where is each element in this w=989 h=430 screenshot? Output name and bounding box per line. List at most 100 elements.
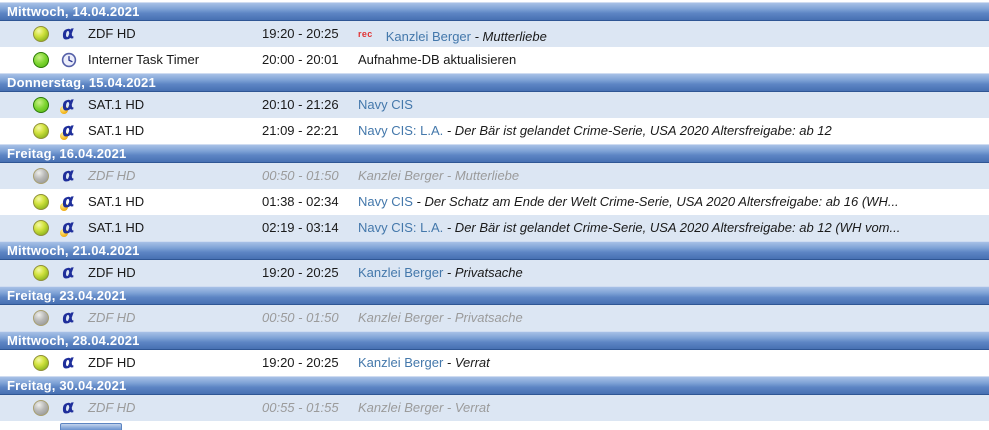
timer-row[interactable]: α SAT.1 HD 21:09 - 22:21 Navy CIS: L.A. … [0, 118, 989, 144]
timer-row[interactable]: α ZDF HD 19:20 - 20:25 rec Kanzlei Berger… [0, 21, 989, 47]
date-header: Mittwoch, 14.04.2021 [0, 2, 989, 21]
date-header-label: Donnerstag, 15.04.2021 [7, 75, 156, 90]
active-ball-icon [33, 52, 49, 68]
armed-ball-icon [33, 355, 49, 371]
title-rest: - Verrat [443, 355, 490, 370]
timer-row[interactable]: α ZDF HD 19:20 - 20:25 Kanzlei Berger - … [0, 350, 989, 376]
timer-title: Kanzlei Berger - Verrat [358, 395, 987, 421]
date-header: Donnerstag, 15.04.2021 [0, 73, 989, 92]
timer-time: 21:09 - 22:21 [262, 123, 339, 138]
date-header-label: Mittwoch, 28.04.2021 [7, 333, 140, 348]
title-rest: - Der Bär ist gelandet Crime-Serie, USA … [443, 220, 901, 235]
timer-title: Kanzlei Berger - Privatsache [358, 260, 987, 286]
armed-ball-icon [33, 194, 49, 210]
timer-row[interactable]: α SAT.1 HD 02:19 - 03:14 Navy CIS: L.A. … [0, 215, 989, 241]
armed-ball-icon [33, 265, 49, 281]
channel-name: ZDF HD [88, 310, 136, 325]
title-rest: - Privatsache [443, 265, 523, 280]
timer-list: Mittwoch, 14.04.2021 α ZDF HD 19:20 - 20… [0, 2, 989, 421]
title-link: Navy CIS: L.A. [358, 220, 444, 235]
satellite-icon: α [60, 261, 76, 284]
date-header: Freitag, 16.04.2021 [0, 144, 989, 163]
timer-row[interactable]: Interner Task Timer 20:00 - 20:01 Aufnah… [0, 47, 989, 73]
timer-title: Navy CIS: L.A. - Der Bär ist gelandet Cr… [358, 118, 987, 144]
timer-time: 19:20 - 20:25 [262, 26, 339, 41]
satellite-sat1-icon: α [60, 190, 76, 213]
timer-time: 20:10 - 21:26 [262, 97, 339, 112]
disabled-ball-icon [33, 310, 49, 326]
channel-name: SAT.1 HD [88, 220, 145, 235]
channel-name: Interner Task Timer [88, 52, 200, 67]
channel-name: ZDF HD [88, 168, 136, 183]
timer-row[interactable]: α SAT.1 HD 20:10 - 21:26 Navy CIS [0, 92, 989, 118]
disabled-ball-icon [33, 168, 49, 184]
timer-title: Kanzlei Berger - Mutterliebe [358, 163, 987, 189]
channel-name: ZDF HD [88, 400, 136, 415]
armed-ball-icon [33, 26, 49, 42]
date-header: Mittwoch, 28.04.2021 [0, 331, 989, 350]
title-rest: Aufnahme-DB aktualisieren [358, 52, 517, 67]
satellite-icon: α [60, 306, 76, 329]
satellite-icon: α [60, 351, 76, 374]
timer-time: 19:20 - 20:25 [262, 265, 339, 280]
channel-name: ZDF HD [88, 26, 136, 41]
timer-time: 19:20 - 20:25 [262, 355, 339, 370]
title-rest: Kanzlei Berger - Privatsache [358, 310, 523, 325]
date-header-label: Mittwoch, 14.04.2021 [7, 4, 140, 19]
timer-time: 00:50 - 01:50 [262, 310, 339, 325]
timer-time: 20:00 - 20:01 [262, 52, 339, 67]
title-rest: Kanzlei Berger - Mutterliebe [358, 168, 520, 183]
title-link: Kanzlei Berger [358, 265, 444, 280]
title-link: Navy CIS [358, 194, 413, 209]
date-header: Mittwoch, 21.04.2021 [0, 241, 989, 260]
rec-badge: rec [358, 29, 373, 39]
timer-title: Navy CIS - Der Schatz am Ende der Welt C… [358, 189, 987, 215]
timer-row[interactable]: α ZDF HD 00:55 - 01:55 Kanzlei Berger - … [0, 395, 989, 421]
satellite-icon: α [60, 22, 76, 45]
timer-row[interactable]: α SAT.1 HD 01:38 - 02:34 Navy CIS - Der … [0, 189, 989, 215]
title-rest: - Der Schatz am Ende der Welt Crime-Seri… [412, 194, 899, 209]
date-header-label: Freitag, 23.04.2021 [7, 288, 127, 303]
timer-title: Navy CIS: L.A. - Der Bär ist gelandet Cr… [358, 215, 987, 241]
armed-ball-icon [33, 220, 49, 236]
title-rest: - Der Bär ist gelandet Crime-Serie, USA … [443, 123, 832, 138]
title-link: Navy CIS [358, 97, 413, 112]
title-link: Navy CIS: L.A. [358, 123, 444, 138]
satellite-sat1-icon: α [60, 216, 76, 239]
title-rest: - Mutterliebe [471, 29, 547, 44]
disabled-ball-icon [33, 400, 49, 416]
timer-time: 01:38 - 02:34 [262, 194, 339, 209]
channel-name: SAT.1 HD [88, 97, 145, 112]
timer-title: Kanzlei Berger - Privatsache [358, 305, 987, 331]
channel-name: ZDF HD [88, 265, 136, 280]
timer-row[interactable]: α ZDF HD 19:20 - 20:25 Kanzlei Berger - … [0, 260, 989, 286]
timer-title: Aufnahme-DB aktualisieren [358, 47, 987, 73]
title-link: Kanzlei Berger [358, 355, 444, 370]
timer-time: 02:19 - 03:14 [262, 220, 339, 235]
title-rest: Kanzlei Berger - Verrat [358, 400, 490, 415]
satellite-icon: α [60, 164, 76, 187]
date-header: Freitag, 23.04.2021 [0, 286, 989, 305]
channel-name: ZDF HD [88, 355, 136, 370]
date-header-label: Freitag, 30.04.2021 [7, 378, 127, 393]
satellite-sat1-icon: α [60, 93, 76, 116]
timer-row[interactable]: α ZDF HD 00:50 - 01:50 Kanzlei Berger - … [0, 305, 989, 331]
date-header-label: Mittwoch, 21.04.2021 [7, 243, 140, 258]
partial-next-header [60, 423, 122, 430]
active-ball-icon [33, 97, 49, 113]
armed-ball-icon [33, 123, 49, 139]
clock-icon [60, 49, 80, 71]
title-link: Kanzlei Berger [385, 29, 471, 44]
timer-time: 00:50 - 01:50 [262, 168, 339, 183]
date-header: Freitag, 30.04.2021 [0, 376, 989, 395]
date-header-label: Freitag, 16.04.2021 [7, 146, 127, 161]
timer-title: Navy CIS [358, 92, 987, 118]
satellite-icon: α [60, 396, 76, 419]
timer-time: 00:55 - 01:55 [262, 400, 339, 415]
satellite-sat1-icon: α [60, 119, 76, 142]
timer-row[interactable]: α ZDF HD 00:50 - 01:50 Kanzlei Berger - … [0, 163, 989, 189]
timer-title: Kanzlei Berger - Verrat [358, 350, 987, 376]
timer-title: rec Kanzlei Berger - Mutterliebe [358, 21, 987, 50]
channel-name: SAT.1 HD [88, 123, 145, 138]
channel-name: SAT.1 HD [88, 194, 145, 209]
